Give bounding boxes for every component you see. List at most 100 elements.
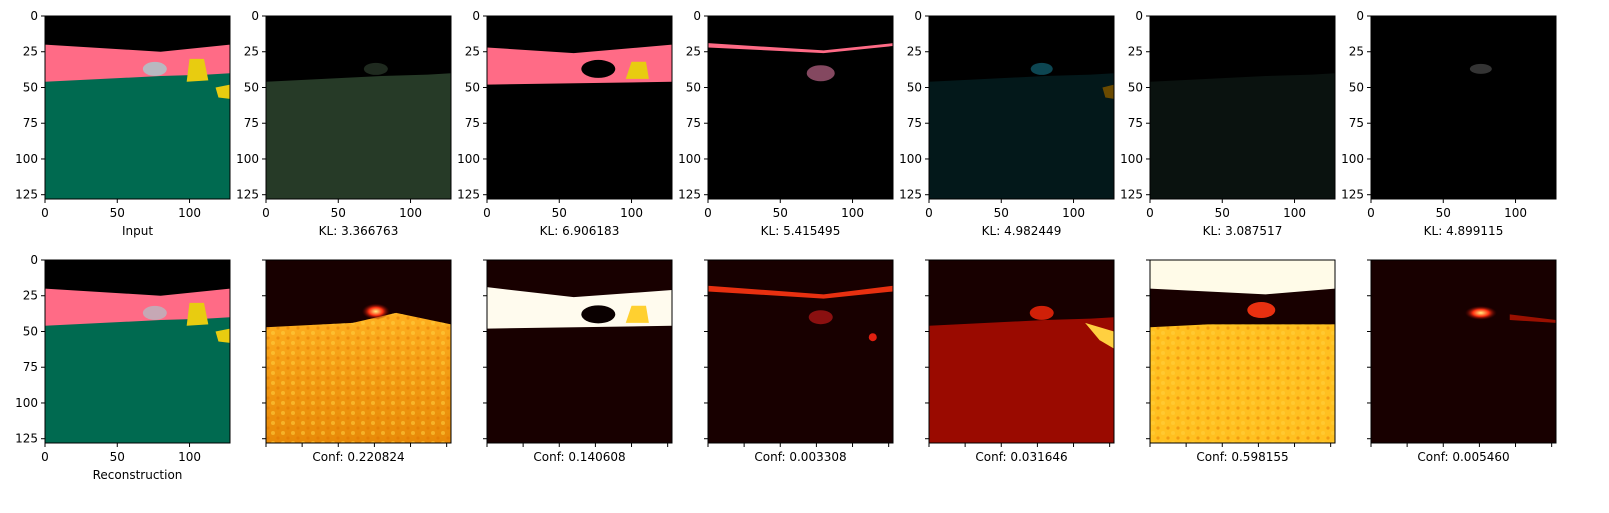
panel-caption: Conf: 0.598155 bbox=[1196, 450, 1288, 464]
y-tick-label: 50 bbox=[23, 80, 38, 94]
y-tick-label: 0 bbox=[693, 9, 701, 23]
x-tick-label: 100 bbox=[1283, 206, 1306, 220]
car-silhouette bbox=[581, 305, 616, 324]
y-tick-label: 25 bbox=[907, 45, 922, 59]
y-tick-label: 100 bbox=[1120, 152, 1143, 166]
panel-caption: Conf: 0.031646 bbox=[975, 450, 1067, 464]
x-tick-label: 50 bbox=[331, 206, 346, 220]
panel-caption: Conf: 0.003308 bbox=[754, 450, 846, 464]
heat-streak bbox=[1509, 314, 1556, 323]
yellow-object bbox=[625, 61, 649, 79]
axes-frame bbox=[1149, 15, 1336, 200]
image-background bbox=[1371, 16, 1556, 199]
panel-top-4: 0 50 100 0 25 50 75 100 125 KL: 4.982449 bbox=[899, 9, 1115, 238]
x-tick-label: 50 bbox=[110, 450, 125, 464]
y-tick-label: 0 bbox=[30, 9, 38, 23]
yellow-object bbox=[186, 302, 209, 326]
x-tick-label: 50 bbox=[773, 206, 788, 220]
ground-region bbox=[45, 317, 230, 443]
y-tick-label: 100 bbox=[15, 396, 38, 410]
heat-hotspot bbox=[1029, 305, 1054, 320]
y-tick-label: 50 bbox=[907, 80, 922, 94]
y-tick-label: 75 bbox=[907, 116, 922, 130]
y-tick-label: 100 bbox=[457, 152, 480, 166]
panel-bottom-5: Conf: 0.598155 bbox=[1146, 259, 1336, 464]
building-region bbox=[487, 44, 672, 85]
x-tick-label: 100 bbox=[178, 450, 201, 464]
heat-ground bbox=[929, 317, 1114, 443]
image-background bbox=[708, 16, 893, 199]
x-tick-label: 100 bbox=[841, 206, 864, 220]
panel-bottom-1: Conf: 0.220824 bbox=[262, 259, 452, 464]
y-tick-label: 0 bbox=[1356, 9, 1364, 23]
panel-top-3: 0 50 100 0 25 50 75 100 125 KL: 5.415495 bbox=[678, 9, 894, 238]
y-tick-label: 100 bbox=[899, 152, 922, 166]
axes-frame bbox=[1149, 259, 1336, 444]
y-tick-label: 125 bbox=[15, 188, 38, 202]
y-tick-label: 75 bbox=[465, 116, 480, 130]
x-tick-label: 50 bbox=[994, 206, 1009, 220]
image-background bbox=[487, 16, 672, 199]
axes-frame bbox=[707, 15, 894, 200]
y-tick-label: 125 bbox=[1341, 188, 1364, 202]
x-tick-label: 0 bbox=[1367, 206, 1375, 220]
panel-bottom-6: Conf: 0.005460 bbox=[1367, 259, 1557, 464]
panel-caption: KL: 3.366763 bbox=[319, 224, 399, 238]
axes-frame bbox=[265, 259, 452, 444]
y-tick-label: 25 bbox=[686, 45, 701, 59]
y-tick-label: 100 bbox=[1341, 152, 1364, 166]
panel-caption: Conf: 0.220824 bbox=[312, 450, 404, 464]
ground-region bbox=[929, 73, 1114, 199]
building-region bbox=[45, 40, 230, 85]
panel-caption: Conf: 0.140608 bbox=[533, 450, 625, 464]
panel-bottom-2: Conf: 0.140608 bbox=[483, 259, 673, 464]
y-tick-label: 25 bbox=[1128, 45, 1143, 59]
y-tick-label: 100 bbox=[678, 152, 701, 166]
x-tick-label: 100 bbox=[1504, 206, 1527, 220]
car-object bbox=[1030, 62, 1053, 75]
panel-bottom-0: 0 50 100 0 25 50 75 100 125 Reconstruction bbox=[15, 253, 231, 482]
axes-frame bbox=[44, 259, 231, 444]
x-tick-label: 0 bbox=[262, 206, 270, 220]
building-region bbox=[45, 284, 230, 329]
y-tick-label: 50 bbox=[1349, 80, 1364, 94]
heat-object bbox=[1085, 322, 1114, 349]
heat-hotspot bbox=[808, 310, 833, 325]
ground-region bbox=[266, 73, 451, 199]
heat-texture bbox=[1150, 324, 1335, 443]
y-tick-label: 25 bbox=[1349, 45, 1364, 59]
sky-region bbox=[45, 16, 230, 52]
x-tick-label: 0 bbox=[925, 206, 933, 220]
y-tick-label: 125 bbox=[1120, 188, 1143, 202]
y-tick-label: 25 bbox=[23, 45, 38, 59]
heat-hotspot bbox=[361, 303, 390, 320]
y-tick-label: 25 bbox=[465, 45, 480, 59]
y-tick-label: 125 bbox=[15, 432, 38, 446]
panel-top-6: 0 50 100 0 25 50 75 100 125 KL: 4.899115 bbox=[1341, 9, 1557, 238]
y-tick-label: 25 bbox=[244, 45, 259, 59]
y-tick-label: 125 bbox=[899, 188, 922, 202]
panel-caption: KL: 3.087517 bbox=[1203, 224, 1283, 238]
y-tick-label: 75 bbox=[23, 360, 38, 374]
axes-frame bbox=[265, 15, 452, 200]
y-tick-label: 75 bbox=[244, 116, 259, 130]
axes-frame bbox=[1370, 259, 1557, 444]
panel-caption: KL: 4.982449 bbox=[982, 224, 1062, 238]
axes-frame bbox=[1370, 15, 1557, 200]
yellow-object-small bbox=[215, 84, 230, 99]
heat-band bbox=[487, 287, 672, 329]
panel-caption: KL: 5.415495 bbox=[761, 224, 841, 238]
panel-top-1: 0 50 100 0 25 50 75 100 125 KL: 3.366763 bbox=[236, 9, 452, 238]
y-tick-label: 0 bbox=[251, 9, 259, 23]
x-tick-label: 100 bbox=[399, 206, 422, 220]
x-tick-label: 100 bbox=[178, 206, 201, 220]
panel-caption: KL: 4.899115 bbox=[1424, 224, 1504, 238]
x-tick-label: 50 bbox=[110, 206, 125, 220]
y-tick-label: 75 bbox=[23, 116, 38, 130]
axes-frame bbox=[44, 15, 231, 200]
yellow-object-small bbox=[1102, 84, 1114, 99]
heat-texture bbox=[266, 312, 451, 443]
y-tick-label: 50 bbox=[1128, 80, 1143, 94]
heat-dot bbox=[868, 333, 877, 342]
